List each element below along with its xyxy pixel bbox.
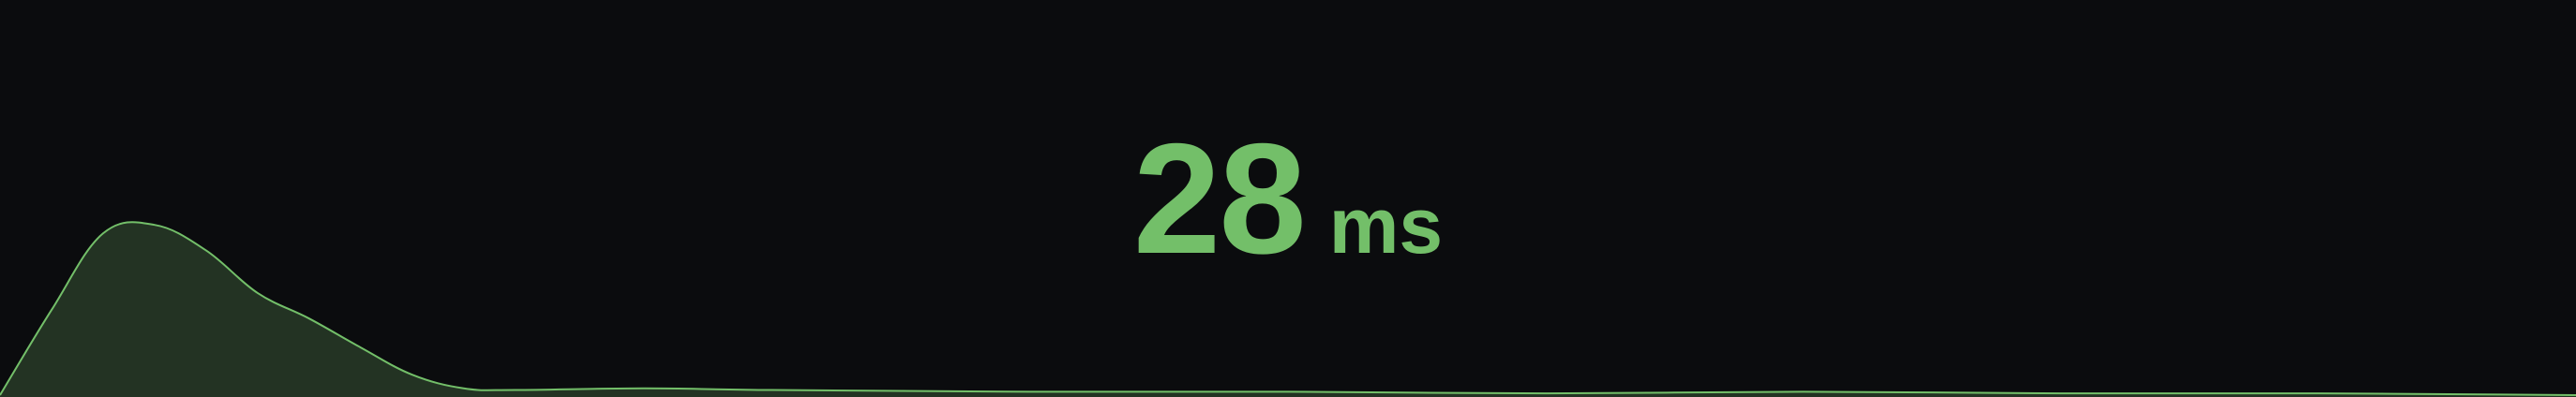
stat-value: 28 [1132,110,1307,287]
sparkline-fill-area [0,222,2576,397]
stat-unit: ms [1328,182,1444,270]
stat-readout: 28 ms [0,120,2576,277]
sparkline-line [0,221,2576,396]
